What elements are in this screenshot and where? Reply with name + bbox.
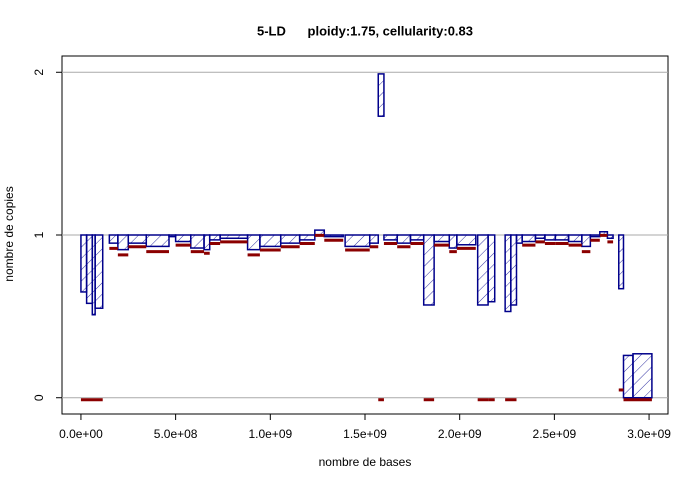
chart-title: 5-LD ploidy:1.75, cellularity:0.83 — [257, 23, 473, 38]
segment-box — [127, 234, 148, 244]
segment-box — [80, 234, 88, 293]
segment-box — [606, 234, 614, 240]
segment-box — [344, 234, 371, 248]
x-tick-label: 2.5e+09 — [533, 427, 577, 441]
segment-box — [323, 234, 344, 238]
x-tick-label: 2.0e+09 — [438, 427, 482, 441]
segment-box — [117, 234, 130, 251]
segment-box — [521, 234, 537, 243]
segment-box — [534, 234, 546, 240]
segment-box — [145, 234, 170, 248]
y-tick-label: 2 — [32, 69, 46, 76]
segment-box — [108, 234, 119, 244]
x-tick-label: 1.5e+09 — [343, 427, 387, 441]
segment-box — [396, 234, 412, 244]
segment-box — [544, 234, 557, 241]
segment-box — [448, 234, 458, 249]
x-tick-label: 0.0e+00 — [59, 427, 103, 441]
segment-box — [174, 234, 192, 243]
segment-box — [190, 234, 205, 249]
segment-box — [433, 234, 451, 243]
segment-box — [279, 234, 301, 244]
segment-box — [383, 234, 398, 241]
segment-box — [618, 234, 625, 290]
y-axis-label: nombre de copies — [2, 186, 16, 281]
segment-box — [581, 234, 592, 248]
segment-box — [589, 234, 601, 238]
segment-box — [567, 234, 583, 243]
segment-box — [208, 234, 221, 241]
segment-box — [510, 234, 518, 306]
x-tick-label: 3.0e+09 — [627, 427, 671, 441]
segment-box — [515, 234, 523, 244]
segment-box — [456, 234, 477, 246]
x-axis-label: nombre de bases — [319, 455, 412, 469]
segment-box — [203, 234, 211, 251]
segment-box — [622, 354, 634, 399]
segment-box — [168, 234, 177, 238]
segment-box — [219, 234, 249, 240]
segment-box — [409, 234, 425, 241]
segment-box — [476, 234, 489, 306]
segment-box — [94, 234, 104, 309]
segment-box — [632, 353, 653, 399]
segment-box — [554, 234, 570, 241]
x-tick-label: 1.0e+09 — [248, 427, 292, 441]
segment-box — [246, 234, 261, 251]
y-tick-label: 0 — [32, 394, 46, 401]
segment-box — [487, 234, 496, 303]
segment-box — [504, 234, 512, 313]
segment-box — [298, 234, 316, 241]
segment-box — [85, 234, 94, 305]
y-tick-label: 1 — [32, 231, 46, 238]
segment-box — [377, 73, 385, 117]
segment-box — [259, 234, 282, 248]
segment-box — [422, 234, 435, 306]
segment-box — [368, 234, 380, 244]
x-tick-label: 5.0e+08 — [154, 427, 198, 441]
